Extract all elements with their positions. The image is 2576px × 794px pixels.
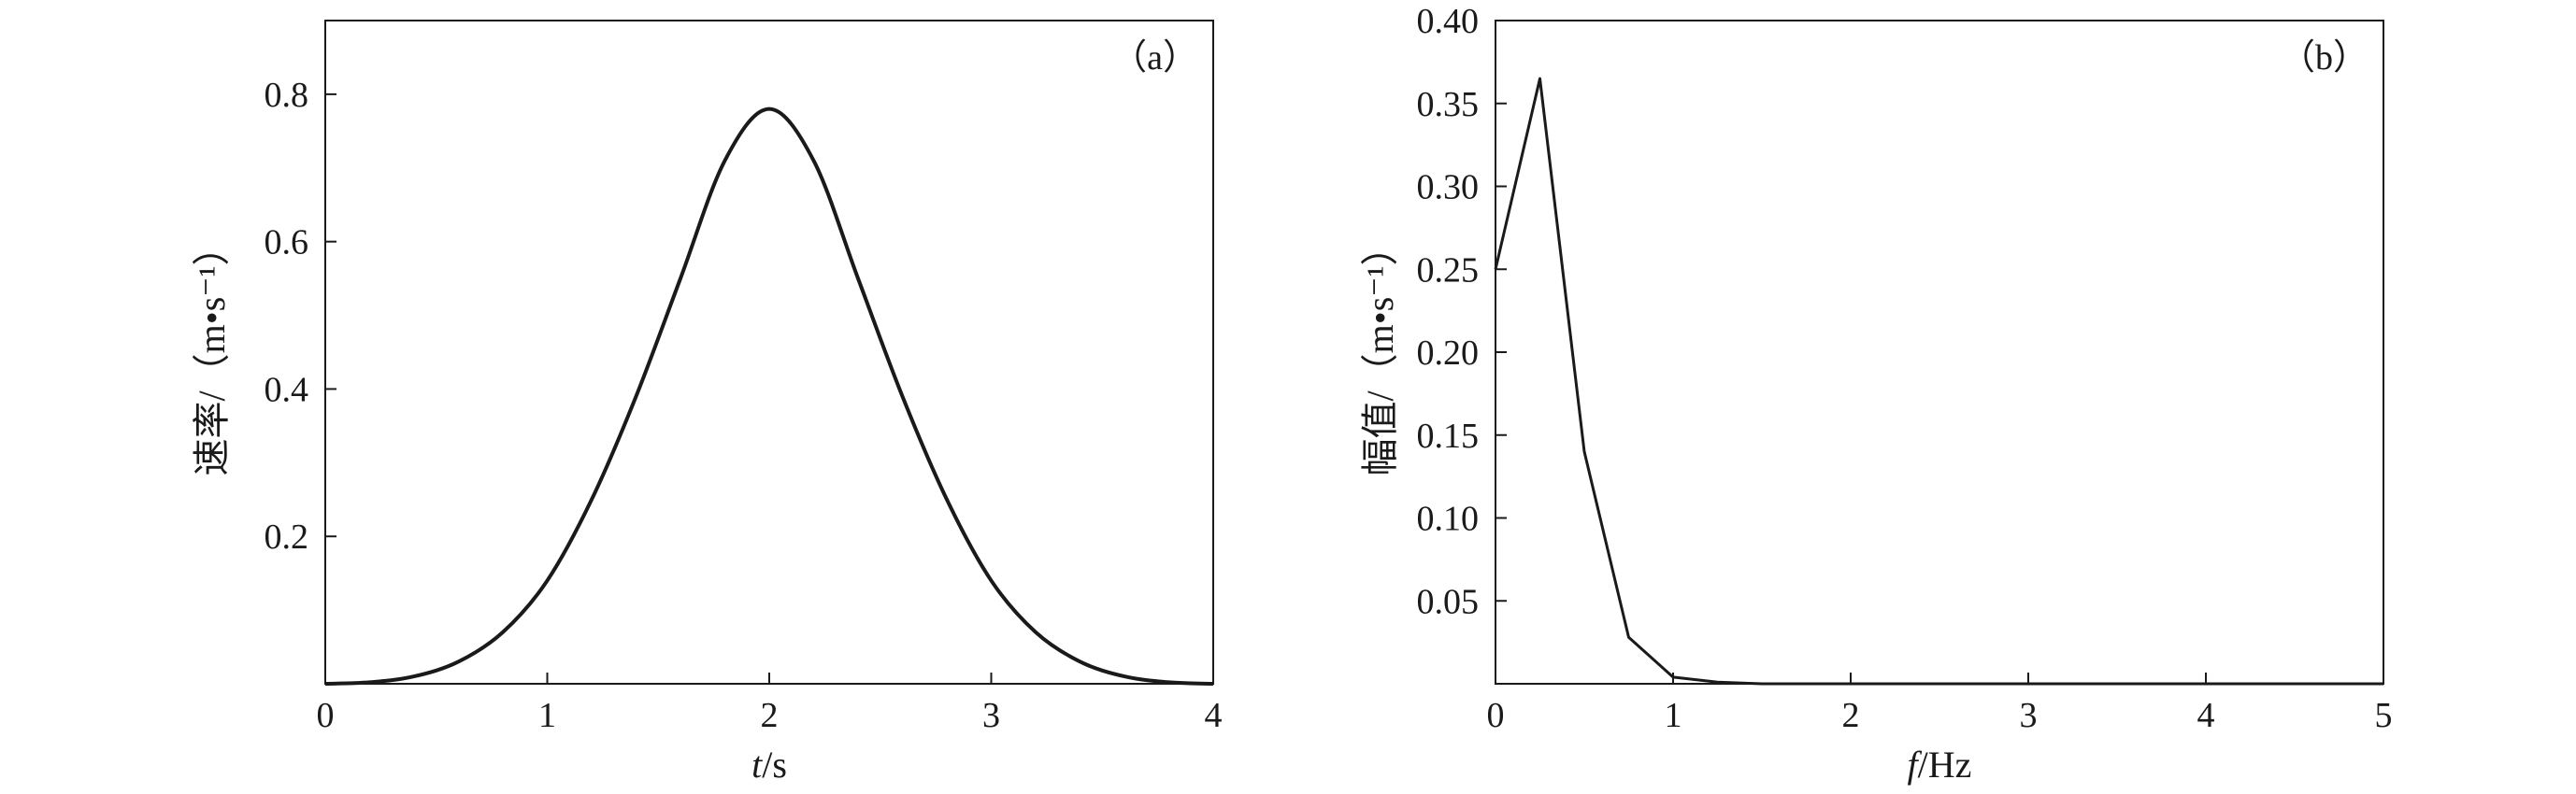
y-tick-label: 0.8 xyxy=(265,76,309,115)
y-tick-label: 0.2 xyxy=(265,518,309,557)
panel-label: （a） xyxy=(1111,38,1198,78)
y-tick-label: 0.6 xyxy=(265,223,309,262)
y-axis-label: 幅值/（m•s⁻¹） xyxy=(1359,229,1401,476)
x-tick-label: 1 xyxy=(1665,696,1682,735)
y-tick-label: 0.25 xyxy=(1417,250,1480,290)
x-tick-label: 1 xyxy=(538,696,556,735)
y-tick-label: 0.35 xyxy=(1417,85,1480,124)
y-tick-label: 0.30 xyxy=(1417,168,1480,207)
y-tick-label: 0.15 xyxy=(1417,417,1480,456)
y-tick-label: 0.4 xyxy=(265,370,309,409)
x-tick-label: 3 xyxy=(982,696,1000,735)
x-tick-label: 4 xyxy=(1205,696,1223,735)
series-line xyxy=(1494,77,2383,686)
x-axis-label-unit: /s xyxy=(762,744,787,786)
series-line xyxy=(324,106,1214,686)
panel-a: 0 1 2 3 4 0.2 0.4 0.6 0.8 t/s 速率/（m•s⁻¹） （a） xyxy=(191,20,1223,786)
x-axis-label-unit: /Hz xyxy=(1918,744,1972,786)
x-axis-label: f/Hz xyxy=(1908,744,1972,786)
y-axis-label: 速率/（m•s⁻¹） xyxy=(191,229,233,476)
panel-b: 0 1 2 3 4 5 0.05 0.10 0.15 0.20 0.25 0.30 0.35 0.40 f/… xyxy=(1359,2,2393,786)
y-tick-label: 0.05 xyxy=(1417,582,1480,621)
x-tick-label: 4 xyxy=(2197,696,2215,735)
y-tick-label: 0.40 xyxy=(1417,2,1480,41)
x-axis-label-variable: t xyxy=(751,744,763,786)
panel-label: （b） xyxy=(2280,38,2368,78)
y-tick-label: 0.10 xyxy=(1417,500,1480,539)
plot-frame xyxy=(324,20,1214,685)
x-tick-label: 3 xyxy=(2020,696,2038,735)
x-tick-label: 5 xyxy=(2375,696,2393,735)
x-tick-label: 2 xyxy=(1842,696,1860,735)
y-tick-label: 0.20 xyxy=(1417,333,1480,373)
x-tick-label: 0 xyxy=(1487,696,1505,735)
plot-frame xyxy=(1495,20,2384,685)
x-tick-label: 2 xyxy=(761,696,779,735)
x-tick-label: 0 xyxy=(317,696,335,735)
x-axis-label: t/s xyxy=(751,744,787,786)
